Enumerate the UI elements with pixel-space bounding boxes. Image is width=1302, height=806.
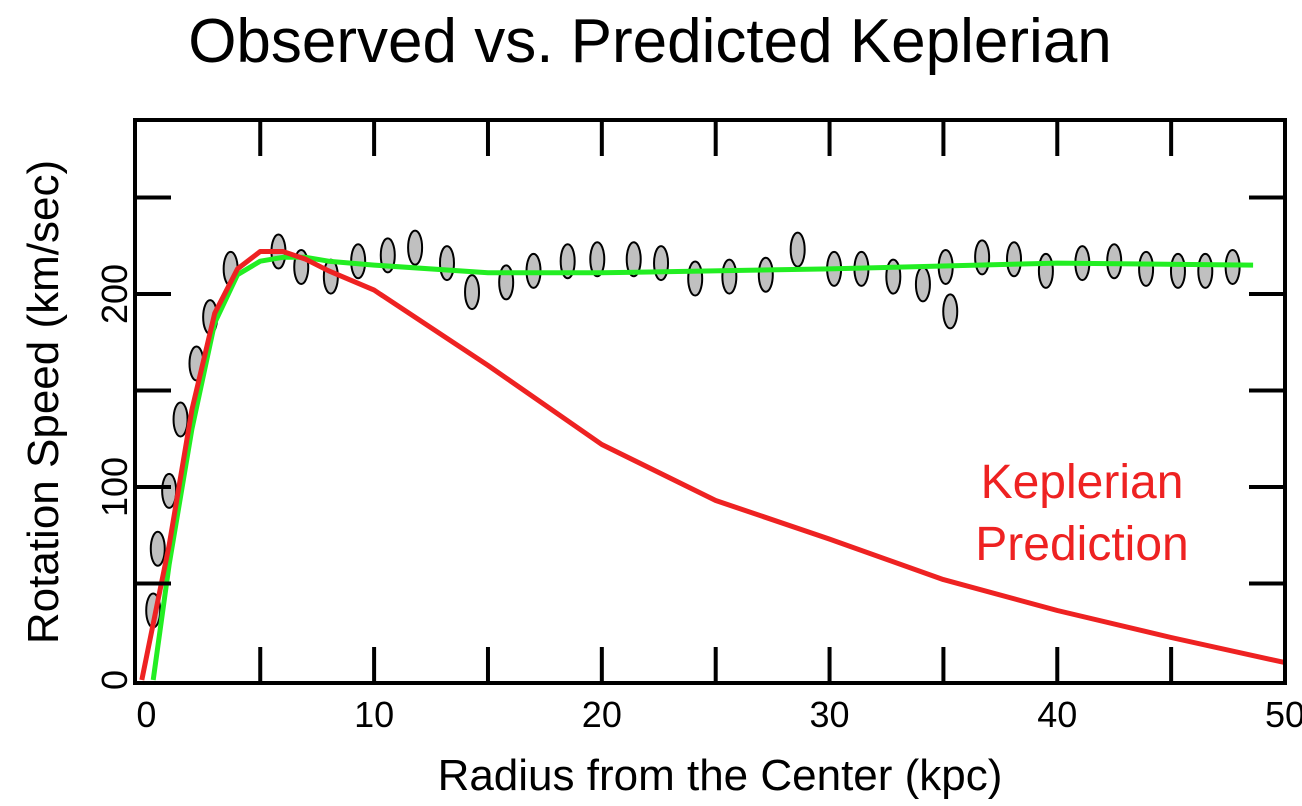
observed-point xyxy=(1037,252,1054,289)
observed-point xyxy=(322,258,339,295)
observed-point xyxy=(407,229,424,266)
observed-point xyxy=(1138,250,1155,287)
observed-point xyxy=(172,401,189,438)
observed-point xyxy=(589,241,606,278)
observed-point xyxy=(625,241,642,278)
x-tick-label: 40 xyxy=(1037,694,1077,735)
x-tick-label: 10 xyxy=(354,694,394,735)
observed-point xyxy=(789,231,806,268)
observed-point xyxy=(757,256,774,293)
observed-point xyxy=(464,274,481,311)
plot-area xyxy=(139,229,1286,681)
observed-point xyxy=(721,258,738,295)
observed-point xyxy=(438,245,455,282)
y-tick-label: 0 xyxy=(94,670,135,690)
x-tick-label: 50 xyxy=(1265,694,1302,735)
x-tick-label: 20 xyxy=(582,694,622,735)
observed-point xyxy=(1197,252,1214,289)
y-tick-label: 200 xyxy=(94,264,135,324)
observed-point xyxy=(914,266,931,303)
observed-point xyxy=(149,530,166,567)
observed-point xyxy=(559,243,576,280)
observed-point xyxy=(1006,241,1023,278)
chart-title: Observed vs. Predicted Keplerian xyxy=(188,7,1112,76)
observed-point xyxy=(687,260,704,297)
x-tick-label: 30 xyxy=(810,694,850,735)
y-axis-label: Rotation Speed (km/sec) xyxy=(19,160,68,644)
keplerian-prediction-line xyxy=(139,249,1286,681)
observed-point xyxy=(974,239,991,276)
x-axis-label: Radius from the Center (kpc) xyxy=(438,751,1003,800)
x-tick-label: 0 xyxy=(136,694,156,735)
annotation-line-1: Keplerian xyxy=(981,456,1184,509)
observed-point xyxy=(942,293,959,330)
y-tick-label: 100 xyxy=(94,457,135,517)
axis-ticks: 0 10 20 30 40 50 0 100 200 xyxy=(94,120,1302,735)
observed-point xyxy=(653,245,670,282)
annotation-line-2: Prediction xyxy=(975,518,1188,571)
plot-frame xyxy=(133,118,1287,685)
observed-point xyxy=(1169,252,1186,289)
